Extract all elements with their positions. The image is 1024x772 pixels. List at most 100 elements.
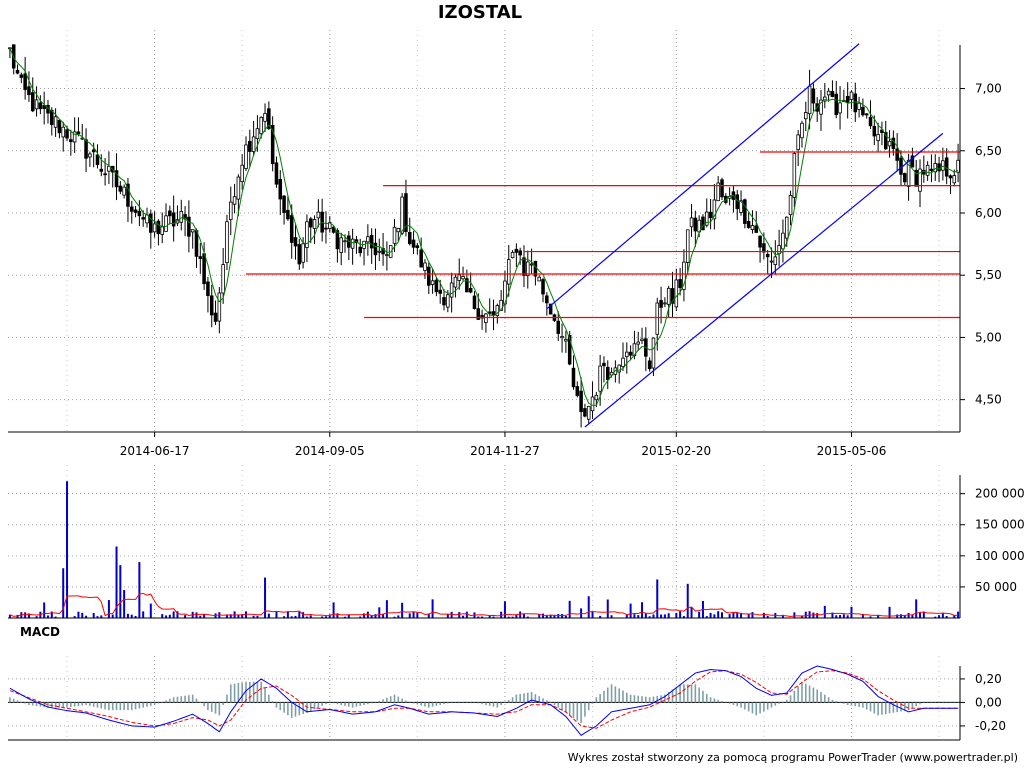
trend-channel-line (584, 132, 944, 428)
candle-body (133, 209, 138, 213)
macd-histogram-bar (705, 694, 708, 703)
macd-histogram-bar (698, 687, 700, 703)
candle-body (914, 170, 918, 187)
macd-line (9, 665, 959, 736)
candle-body (564, 338, 568, 342)
macd-histogram-bar (302, 702, 304, 715)
macd-histogram-bar (591, 702, 594, 704)
macd-histogram-bar (348, 702, 350, 707)
macd-histogram-bar (386, 697, 388, 703)
macd-histogram-bar (54, 702, 57, 708)
macd-histogram-bar (907, 702, 910, 711)
volume-bar (957, 611, 960, 618)
candle-body (545, 295, 549, 304)
macd-histogram-bar (637, 695, 640, 703)
volume-bar (378, 607, 381, 618)
candle-body (171, 212, 176, 227)
macd-histogram-bar (252, 681, 255, 703)
volume-bar (549, 614, 552, 618)
macd-histogram-bar (686, 684, 689, 703)
volume-pane (8, 481, 960, 618)
macd-pane (9, 665, 959, 736)
macd-title: MACD (20, 625, 60, 639)
macd-histogram-bar (378, 700, 381, 703)
macd-histogram-bar (580, 702, 582, 724)
volume-bar (934, 616, 937, 618)
macd-histogram-bar (557, 702, 560, 708)
volume-bar (225, 614, 228, 618)
volume-bar (397, 615, 400, 618)
candle-body (788, 195, 793, 216)
macd-histogram-bar (405, 700, 407, 703)
volume-bar (675, 612, 678, 618)
macd-histogram-bar (538, 696, 541, 703)
volume-bar (286, 611, 289, 618)
volume-tick-label: 200 000 (975, 487, 1024, 501)
volume-bar (721, 612, 723, 618)
candle-body (38, 102, 43, 110)
volume-bar (195, 612, 198, 618)
volume-bar (184, 615, 187, 618)
candle-body (621, 357, 625, 367)
macd-histogram-bar (412, 702, 415, 704)
volume-bar (408, 613, 411, 618)
macd-histogram-bar (58, 702, 61, 708)
volume-bar (919, 611, 922, 618)
candle-body (316, 211, 321, 219)
candle-body (743, 199, 747, 224)
candle-body (887, 140, 892, 147)
volume-bar (766, 616, 769, 618)
candle-body (518, 250, 522, 256)
macd-histogram-bar (812, 687, 815, 703)
macd-histogram-bar (435, 702, 438, 706)
candle-body (762, 243, 766, 253)
candle-body (34, 99, 39, 110)
candle-body (529, 263, 534, 266)
volume-bar (488, 615, 491, 618)
volume-bar (27, 613, 30, 618)
macd-histogram-bar (728, 702, 731, 704)
x-tick-label: 2014-11-27 (470, 444, 540, 458)
candle-body (137, 210, 142, 217)
volume-bar (35, 616, 38, 618)
macd-histogram-bar (709, 697, 712, 703)
volume-bar (412, 611, 415, 618)
volume-bar (294, 615, 297, 618)
candle-body (274, 162, 279, 185)
candle-body (453, 276, 458, 288)
macd-histogram-bar (827, 697, 830, 703)
macd-histogram-bar (237, 683, 240, 703)
macd-histogram-bar (938, 702, 940, 703)
macd-histogram-bar (622, 690, 624, 703)
candle-body (449, 282, 454, 298)
candle-body (689, 217, 694, 228)
candle-body (605, 366, 610, 380)
candle-body (853, 93, 858, 113)
candle-body (693, 217, 698, 232)
macd-histogram-bar (732, 702, 735, 705)
candle-body (952, 175, 957, 184)
macd-histogram-bar (416, 702, 419, 705)
macd-histogram-bar (130, 702, 133, 711)
macd-histogram-bar (397, 696, 400, 703)
candle-body (236, 176, 241, 200)
macd-histogram-bar (656, 695, 659, 703)
volume-bar (332, 602, 335, 618)
volume-bar (382, 613, 385, 618)
macd-histogram-bar (843, 702, 845, 704)
candle-body (929, 168, 934, 171)
candle-body (289, 215, 294, 243)
price-tick-label: 5,50 (975, 268, 1002, 282)
candle-body (129, 206, 134, 212)
macd-histogram-bar (31, 702, 34, 706)
volume-bar (107, 600, 110, 618)
candle-body (91, 149, 96, 153)
volume-bar (450, 611, 453, 618)
macd-histogram-bar (934, 702, 937, 703)
candle-body (807, 85, 812, 115)
candle-body (65, 129, 69, 139)
volume-bar (66, 481, 69, 618)
candle-body (53, 116, 58, 128)
macd-histogram-bar (271, 701, 274, 703)
candle-body (228, 201, 233, 220)
